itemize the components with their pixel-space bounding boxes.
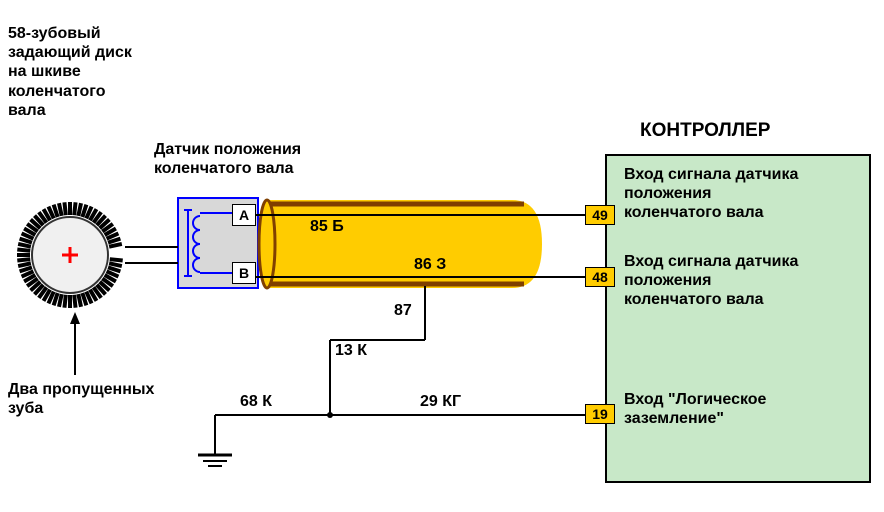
terminal-a: A	[232, 204, 256, 226]
pin-19: 19	[585, 404, 615, 424]
missing-teeth-label: Два пропущенныхзуба	[8, 380, 154, 418]
pin-desc-19: Вход "Логическоезаземление"	[624, 390, 864, 428]
wire-label-87: 87	[394, 302, 412, 320]
pin-desc-48: Вход сигнала датчикаположенияколенчатого…	[624, 252, 864, 310]
terminal-b: B	[232, 262, 256, 284]
disc-label: 58-зубовыйзадающий дискна шкивеколенчато…	[8, 24, 132, 120]
controller-title: КОНТРОЛЛЕР	[640, 120, 770, 143]
wire-label-86z: 86 З	[414, 256, 446, 274]
wire-label-85b: 85 Б	[310, 218, 344, 236]
pin-49: 49	[585, 205, 615, 225]
wire-label-13k: 13 К	[335, 342, 367, 360]
wire-label-68k: 68 К	[240, 393, 272, 411]
sensor-label: Датчик положенияколенчатого вала	[154, 140, 301, 178]
pin-desc-49: Вход сигнала датчикаположенияколенчатого…	[624, 165, 864, 223]
pin-48: 48	[585, 267, 615, 287]
wire-label-29kg: 29 КГ	[420, 393, 461, 411]
